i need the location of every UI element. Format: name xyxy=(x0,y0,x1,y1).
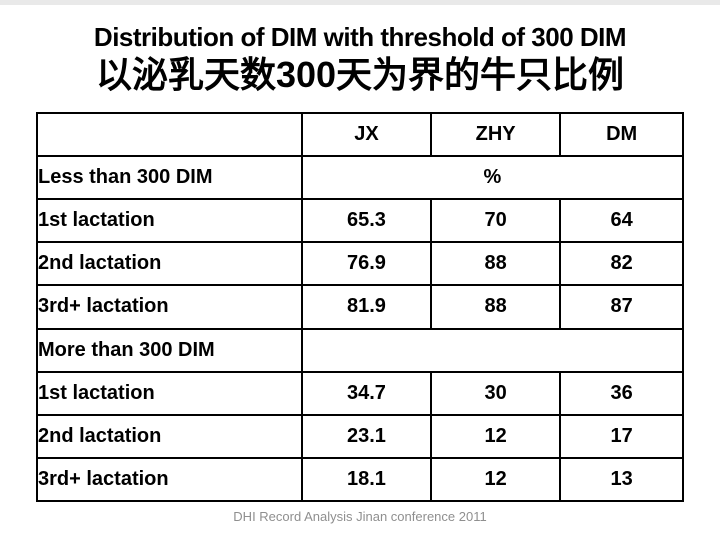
row-label: 3rd+ lactation xyxy=(36,284,303,330)
value-jx-highlighted: 81.9 xyxy=(300,284,433,330)
row-label: 2nd lactation xyxy=(36,241,303,287)
value-zhy: 12 xyxy=(430,456,562,503)
row-label: 3rd+ lactation xyxy=(36,456,303,503)
header-zhy: ZHY xyxy=(430,111,562,158)
row-label: 2nd lactation xyxy=(36,413,303,459)
table-row: 2nd lactation 76.9 88 82 xyxy=(36,241,684,287)
footer-caption: DHI Record Analysis Jinan conference 201… xyxy=(233,509,487,524)
value-dm: 82 xyxy=(559,241,684,287)
slide-title: Distribution of DIM with threshold of 30… xyxy=(93,22,627,52)
table-row: 3rd+ lactation 18.1 12 13 xyxy=(36,456,684,503)
slide-top-edge xyxy=(0,0,720,5)
value-dm: 87 xyxy=(559,284,684,330)
dim-distribution-table: JX ZHY DM Less than 300 DIM % 1st lactat… xyxy=(36,111,685,503)
row-label: 1st lactation xyxy=(36,198,303,244)
value-zhy: 30 xyxy=(430,370,562,416)
header-empty-cell xyxy=(36,111,303,158)
table-row: 2nd lactation 23.1 12 17 xyxy=(36,413,684,459)
unit-cell-percent: % xyxy=(300,155,685,201)
value-zhy: 88 xyxy=(430,284,562,330)
value-dm: 64 xyxy=(559,198,684,244)
value-jx-highlighted: 18.1 xyxy=(300,456,433,503)
value-jx-highlighted: 23.1 xyxy=(300,413,433,459)
section-label: Less than 300 DIM xyxy=(36,155,303,201)
value-dm: 36 xyxy=(559,370,684,416)
empty-merged-cell xyxy=(300,327,685,373)
slide-subtitle-chinese: 以泌乳天数300天为界的牛只比例 xyxy=(95,54,625,95)
value-jx-highlighted: 76.9 xyxy=(300,241,433,287)
table-row: 3rd+ lactation 81.9 88 87 xyxy=(36,284,684,330)
section-label: More than 300 DIM xyxy=(36,327,303,373)
table-row: 1st lactation 34.7 30 36 xyxy=(36,370,684,416)
row-label: 1st lactation xyxy=(36,370,303,416)
value-zhy: 88 xyxy=(430,241,562,287)
value-zhy: 12 xyxy=(430,413,562,459)
section-row-more-than-300: More than 300 DIM xyxy=(36,327,685,373)
value-dm: 17 xyxy=(559,413,684,459)
value-zhy: 70 xyxy=(430,198,562,244)
table-header-row: JX ZHY DM xyxy=(36,111,684,158)
value-dm: 13 xyxy=(559,456,684,503)
table-row: 1st lactation 65.3 70 64 xyxy=(36,198,684,244)
header-jx: JX xyxy=(300,111,433,158)
value-jx: 34.7 xyxy=(300,370,433,416)
value-jx: 65.3 xyxy=(300,198,433,244)
header-dm: DM xyxy=(559,111,684,158)
section-row-less-than-300: Less than 300 DIM % xyxy=(36,155,685,201)
